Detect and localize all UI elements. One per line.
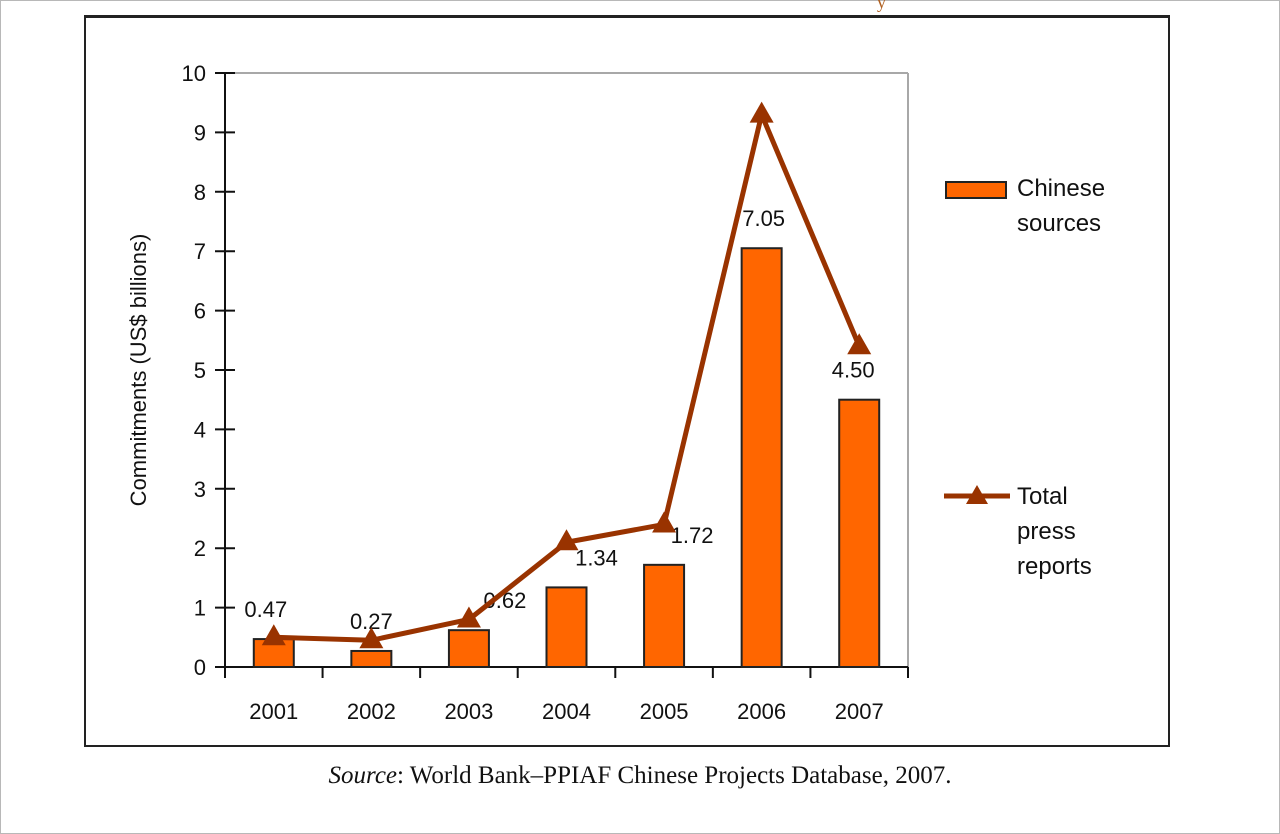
line-marker-triangle	[652, 511, 677, 533]
bar-data-label: 0.47	[244, 597, 287, 622]
y-axis: 0 1 2 3 4 5 6 7 8 9 10	[182, 61, 235, 680]
x-tick-label: 2004	[542, 699, 591, 724]
bar-data-labels: 0.47 0.270.621.341.727.054.50	[244, 206, 874, 634]
line-marker-triangle	[261, 624, 286, 646]
figure-frame	[84, 15, 1170, 747]
line-marker-triangle	[749, 101, 774, 123]
y-tick-label: 3	[194, 477, 206, 502]
legend-label: press	[1017, 518, 1076, 545]
bar	[350, 649, 393, 668]
x-tick-label: 2001	[249, 699, 298, 724]
x-tick-label: 2006	[737, 699, 786, 724]
legend: Chinese sources Total press reports	[944, 175, 1105, 580]
y-tick-label: 8	[194, 180, 206, 205]
x-tick-label: 2002	[347, 699, 396, 724]
bar	[643, 563, 686, 668]
bar	[545, 586, 588, 668]
bar-data-label: 1.72	[671, 523, 714, 548]
line-marker-triangle	[456, 606, 481, 628]
y-tick-label: 10	[182, 61, 206, 86]
bar-data-label: 7.05	[742, 206, 785, 231]
plot-area	[225, 72, 909, 667]
line-series	[261, 101, 872, 649]
legend-swatch-bar	[945, 181, 1007, 199]
bar	[838, 398, 881, 668]
legend-label: sources	[1017, 210, 1101, 237]
source-text: : World Bank–PPIAF Chinese Projects Data…	[397, 762, 952, 789]
x-tick-label: 2007	[835, 699, 884, 724]
legend-marker-triangle	[966, 485, 988, 504]
y-tick-label: 6	[194, 299, 206, 324]
x-axis: 2001 2002 2003 2004 2005 2006 2007	[215, 666, 909, 724]
y-tick-label: 1	[194, 596, 206, 621]
y-tick-label: 7	[194, 239, 206, 264]
line-marker-triangle	[847, 333, 872, 355]
y-tick-label: 4	[194, 417, 206, 442]
cropped-text-fragment: y	[877, 0, 886, 12]
y-tick-label: 9	[194, 120, 206, 145]
legend-label: Chinese	[1017, 175, 1105, 202]
x-tick-label: 2005	[640, 699, 689, 724]
y-tick-label: 0	[194, 655, 206, 680]
bar-data-label: 1.34	[575, 545, 618, 570]
legend-label: reports	[1017, 553, 1092, 580]
bar-data-label: 4.50	[832, 358, 875, 383]
y-tick-label: 5	[194, 358, 206, 383]
bar	[447, 629, 490, 668]
legend-label: Total	[1017, 483, 1068, 510]
line-marker-triangle	[554, 529, 579, 551]
y-axis-title: Commitments (US$ billions)	[126, 234, 151, 507]
bar	[740, 247, 783, 668]
y-tick-label: 2	[194, 536, 206, 561]
line-marker-triangle	[359, 627, 384, 649]
bar-series	[252, 247, 881, 668]
x-tick-label: 2003	[444, 699, 493, 724]
source-prefix: Source	[328, 762, 398, 789]
source-caption: Source: World Bank–PPIAF Chinese Project…	[0, 762, 1280, 790]
